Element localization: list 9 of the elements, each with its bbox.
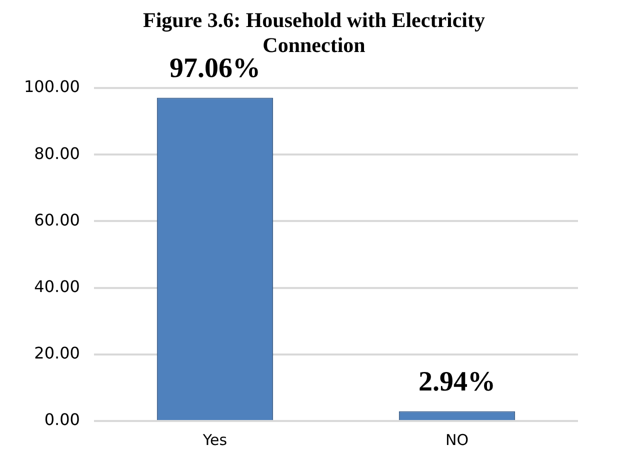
x-tick-label: Yes bbox=[202, 430, 228, 449]
y-tick-label: 60.00 bbox=[34, 210, 80, 230]
y-tick-label: 0.00 bbox=[44, 410, 80, 430]
y-tick-label: 40.00 bbox=[34, 276, 80, 296]
y-tick-label: 100.00 bbox=[24, 77, 80, 96]
x-tick-label: NO bbox=[445, 430, 469, 449]
y-tick-label: 20.00 bbox=[34, 344, 80, 363]
y-tick-label: 80.00 bbox=[34, 144, 80, 163]
data-label: 2.94% bbox=[418, 366, 496, 398]
